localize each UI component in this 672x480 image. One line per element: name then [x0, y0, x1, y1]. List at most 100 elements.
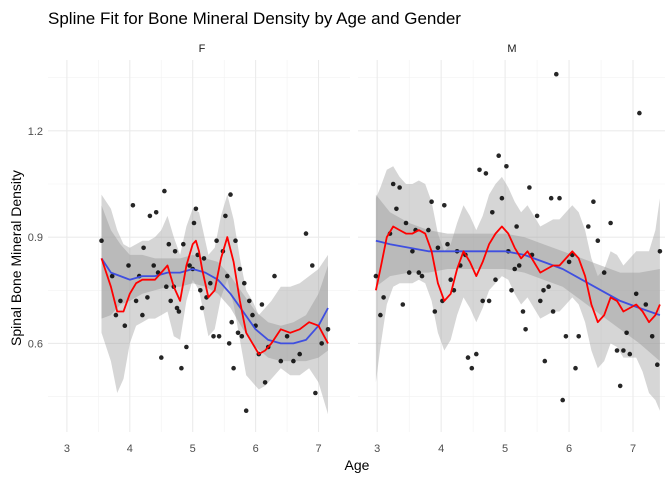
data-point — [474, 351, 479, 357]
data-point — [624, 330, 629, 336]
data-point — [465, 355, 471, 360]
data-point — [176, 309, 182, 314]
y-axis-title: Spinal Bone Mineral Density — [8, 170, 24, 346]
data-point — [520, 309, 526, 314]
data-point — [608, 220, 613, 226]
data-point — [429, 199, 434, 204]
data-point — [168, 298, 173, 304]
data-point — [373, 273, 379, 279]
data-point — [191, 220, 197, 226]
x-tick-label: 4 — [438, 443, 444, 455]
data-point — [162, 188, 167, 194]
data-point — [166, 241, 172, 247]
data-point — [576, 334, 581, 339]
red-fit-confidence-band — [375, 166, 660, 411]
data-point — [211, 334, 216, 339]
data-point — [109, 273, 115, 279]
data-point — [242, 280, 247, 286]
y-tick-label: 1.2 — [28, 126, 43, 138]
data-point — [130, 203, 136, 208]
data-point — [199, 305, 205, 311]
data-point — [223, 213, 228, 219]
facet-panel-f — [48, 60, 350, 432]
data-point — [229, 319, 234, 325]
data-point — [563, 334, 569, 339]
data-point — [496, 153, 502, 158]
x-tick-label: 3 — [374, 443, 380, 455]
data-point — [410, 249, 415, 254]
data-point — [201, 256, 207, 261]
red-fit-line — [100, 236, 329, 355]
data-point — [493, 277, 498, 283]
data-point — [637, 110, 642, 116]
data-point — [228, 192, 233, 197]
data-point — [591, 199, 596, 204]
x-tick-label: 3 — [64, 443, 70, 455]
blue-fit-confidence-band — [375, 194, 660, 362]
data-point — [504, 164, 509, 169]
data-point — [573, 365, 578, 371]
data-point — [235, 330, 241, 336]
data-point — [291, 358, 296, 364]
data-point — [514, 224, 519, 229]
data-point — [601, 270, 607, 275]
data-point — [390, 181, 396, 187]
data-point — [566, 259, 572, 265]
data-point — [319, 341, 325, 346]
data-point — [231, 365, 236, 371]
data-point — [133, 298, 139, 304]
x-tick-label: 5 — [190, 443, 196, 455]
data-point — [303, 231, 309, 236]
data-point — [477, 167, 482, 173]
data-point — [586, 224, 591, 229]
data-point — [419, 273, 425, 279]
data-point — [325, 327, 331, 332]
data-point — [486, 298, 492, 304]
chart-title: Spline Fit for Bone Mineral Density by A… — [48, 9, 461, 28]
data-point — [147, 213, 153, 219]
data-point — [400, 302, 406, 307]
data-point — [159, 355, 164, 360]
data-point — [541, 288, 546, 293]
data-point — [198, 288, 203, 293]
data-point — [262, 380, 268, 385]
blue-fit-confidence-band — [101, 205, 328, 362]
x-tick-label: 4 — [127, 443, 133, 455]
data-point — [617, 383, 623, 389]
data-point — [516, 263, 522, 268]
data-point — [278, 358, 284, 364]
x-axis-ticks: 3 4 5 6 7 3 4 5 6 7 — [64, 443, 636, 455]
data-point — [126, 263, 131, 268]
data-point — [141, 245, 146, 251]
blue-fit-line — [375, 239, 661, 316]
data-point — [297, 351, 303, 357]
data-point — [237, 266, 243, 272]
data-point — [490, 210, 495, 215]
data-point — [523, 327, 528, 332]
x-tick-label: 6 — [566, 443, 572, 455]
data-point — [272, 273, 277, 279]
x-tick-label: 7 — [315, 443, 321, 455]
data-point — [214, 238, 219, 243]
data-point — [627, 351, 633, 357]
data-point — [113, 312, 119, 318]
data-point — [193, 206, 199, 212]
data-point — [657, 249, 663, 254]
data-point — [259, 302, 265, 307]
x-axis-title: Age — [345, 457, 370, 473]
data-point — [122, 323, 128, 329]
y-axis-ticks: 0.6 0.9 1.2 — [28, 126, 43, 351]
data-point — [483, 171, 489, 176]
data-point — [534, 213, 540, 219]
data-point — [560, 397, 565, 403]
data-point — [448, 277, 454, 283]
data-point — [614, 348, 620, 353]
data-point — [378, 312, 383, 318]
data-point — [548, 195, 554, 201]
data-point — [406, 270, 412, 275]
data-point — [99, 238, 104, 243]
data-point — [426, 227, 431, 233]
blue-fit-line — [100, 257, 329, 345]
data-point — [225, 273, 230, 279]
data-point — [179, 365, 184, 371]
